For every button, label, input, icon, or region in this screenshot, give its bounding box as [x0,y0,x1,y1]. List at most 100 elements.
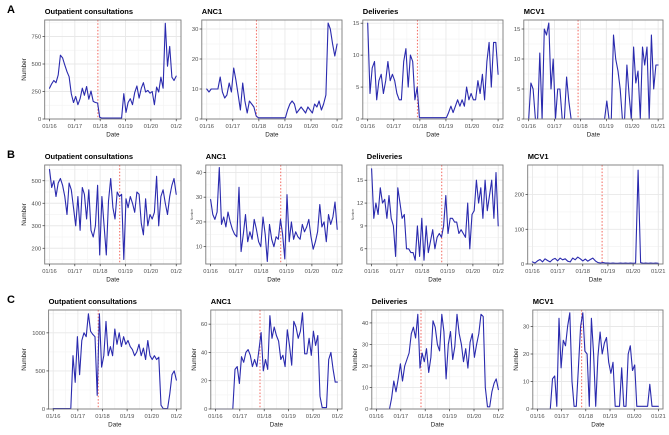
x-tick-label: 01/18 [418,414,433,420]
x-tick-label: 01/2 [493,414,504,420]
y-tick-label: 20 [192,57,198,63]
x-tick-label: 01/17 [226,124,241,130]
y-tick-label: 750 [32,35,42,41]
panel-border [362,19,504,120]
chart-svg: Outpatient consultations 0 500 1000 01/16 01/… [21,297,182,429]
chart-cell: MCV1 0 100 200 01/16 01/17 01/18 01/19 01/20 01/2… [509,145,669,290]
x-tick-label: 01/16 [42,124,57,130]
x-tick-label: 01/21 [651,414,666,420]
chart-title: Outpatient consultations [45,7,133,16]
chart-title: ANC1 [211,297,231,306]
x-tick-label: 01/18 [252,124,267,130]
chart-svg: MCV1 0 10 20 30 01/16 01/17 01/18 01/19 01/20 01/2… [513,297,666,429]
chart-svg: Outpatient consultations 200 300 400 500 01/1… [21,152,182,284]
x-axis-title: Date [106,132,120,139]
x-tick-label: 01/16 [208,414,223,420]
x-tick-label: 01/16 [203,269,218,275]
x-tick-label: 01/20 [626,269,641,275]
x-tick-label: 01/19 [440,269,455,275]
y-tick-label: 500 [32,62,42,68]
chart-cell: MCV1 0 5 10 15 01/16 01/17 01/18 01/19 01/20 01/21… [509,0,669,145]
panel-label: A [7,4,15,16]
y-tick-label: 15 [353,21,359,27]
chart-cell: Deliveries 6 9 12 15 01/16 01/17 01/18 01/19 01/2… [348,145,509,290]
chart-title: MCV1 [524,7,545,16]
x-tick-label: 01/2 [171,269,182,275]
y-tick-label: 12 [357,201,363,207]
panel-border [366,164,504,265]
chart-svg: Deliveries 6 9 12 15 01/16 01/17 01/18 01/19 01/2… [351,152,504,284]
y-tick-label: 10 [514,57,520,63]
panel-border [532,309,664,410]
x-axis-title: Date [589,277,603,284]
y-tick-label: 5 [517,87,520,93]
y-tick-label: 30 [523,325,529,331]
x-tick-label: 01/17 [229,269,244,275]
x-tick-label: 01/18 [93,124,108,130]
y-tick-label: 500 [32,179,42,185]
x-tick-label: 01/17 [550,269,565,275]
y-axis-title: Number [190,208,194,220]
chart-title: Outpatient consultations [45,152,133,161]
series-line [367,22,499,119]
y-tick-label: 9 [360,224,363,230]
x-tick-label: 01/18 [413,124,428,130]
x-tick-label: 01/18 [415,269,430,275]
y-tick-label: 250 [32,90,42,96]
x-tick-label: 01/20 [144,124,159,130]
x-tick-label: 01/2 [332,414,343,420]
series-line [375,313,499,410]
chart-svg: Deliveries 0 5 10 15 01/16 01/17 01/18 01/19 01/2… [353,7,504,139]
x-tick-label: 01/19 [442,414,457,420]
x-tick-label: 01/20 [304,124,319,130]
x-axis-title: Date [108,422,122,429]
panel-row-C: C Outpatient consultations 0 500 1000 01/16 01… [0,290,669,435]
y-tick-label: 30 [192,27,198,33]
x-tick-label: 01/17 [68,124,83,130]
chart-svg: Deliveries 0 10 20 30 40 01/16 01/17 01/18 01/19 0… [352,297,504,429]
chart-svg: ANC1 0 10 20 30 01/16 01/17 01/18 01/19 01/20 01/2… [192,7,343,139]
y-tick-label: 60 [201,322,207,328]
y-tick-label: 20 [201,379,207,385]
y-tick-label: 20 [523,352,529,358]
x-tick-label: 01/20 [466,269,481,275]
chart-cell: ANC1 0 10 20 30 01/16 01/17 01/18 01/19 01/20 01/2… [187,0,348,145]
y-axis-title: Number [21,348,28,370]
x-tick-label: 01/20 [144,269,159,275]
x-tick-label: 01/16 [525,269,540,275]
x-tick-label: 01/20 [144,414,159,420]
y-axis-title: Number [513,348,520,370]
panel-border [210,309,343,410]
y-tick-label: 6 [360,247,363,253]
x-tick-label: 01/19 [120,414,135,420]
y-axis-title: Number [21,203,28,225]
x-axis-title: Date [591,422,605,429]
x-tick-label: 01/17 [71,414,86,420]
chart-title: Deliveries [363,7,398,16]
x-tick-label: 01/18 [254,269,269,275]
panel-border [44,19,182,120]
x-tick-label: 01/16 [521,124,536,130]
chart-title: ANC1 [202,7,222,16]
chart-title: MCV1 [528,152,549,161]
y-tick-label: 200 [32,246,42,252]
x-tick-label: 01/17 [390,269,405,275]
y-tick-label: 400 [32,201,42,207]
x-tick-label: 01/19 [439,124,454,130]
y-tick-label: 40 [196,170,202,176]
y-tick-label: 0 [38,117,41,123]
x-tick-label: 01/2 [493,269,504,275]
x-axis-title: Date [431,422,445,429]
x-tick-label: 01/20 [465,124,480,130]
series-line [206,22,338,119]
chart-cell: Outpatient consultations 200 300 400 500 01/1… [17,145,187,290]
x-axis-title: Date [587,132,601,139]
panel-row-B: B Outpatient consultations 200 300 400 500 01/… [0,145,669,290]
x-tick-label: 01/19 [603,414,618,420]
y-tick-label: 200 [515,193,525,199]
y-tick-label: 0 [195,117,198,123]
x-axis-title: Date [426,132,440,139]
chart-cell: Deliveries 0 5 10 15 01/16 01/17 01/18 01/19 01/2… [348,0,509,145]
chart-svg: ANC1 0 20 40 60 01/16 01/17 01/18 01/19 01/20 01/2… [191,297,343,429]
